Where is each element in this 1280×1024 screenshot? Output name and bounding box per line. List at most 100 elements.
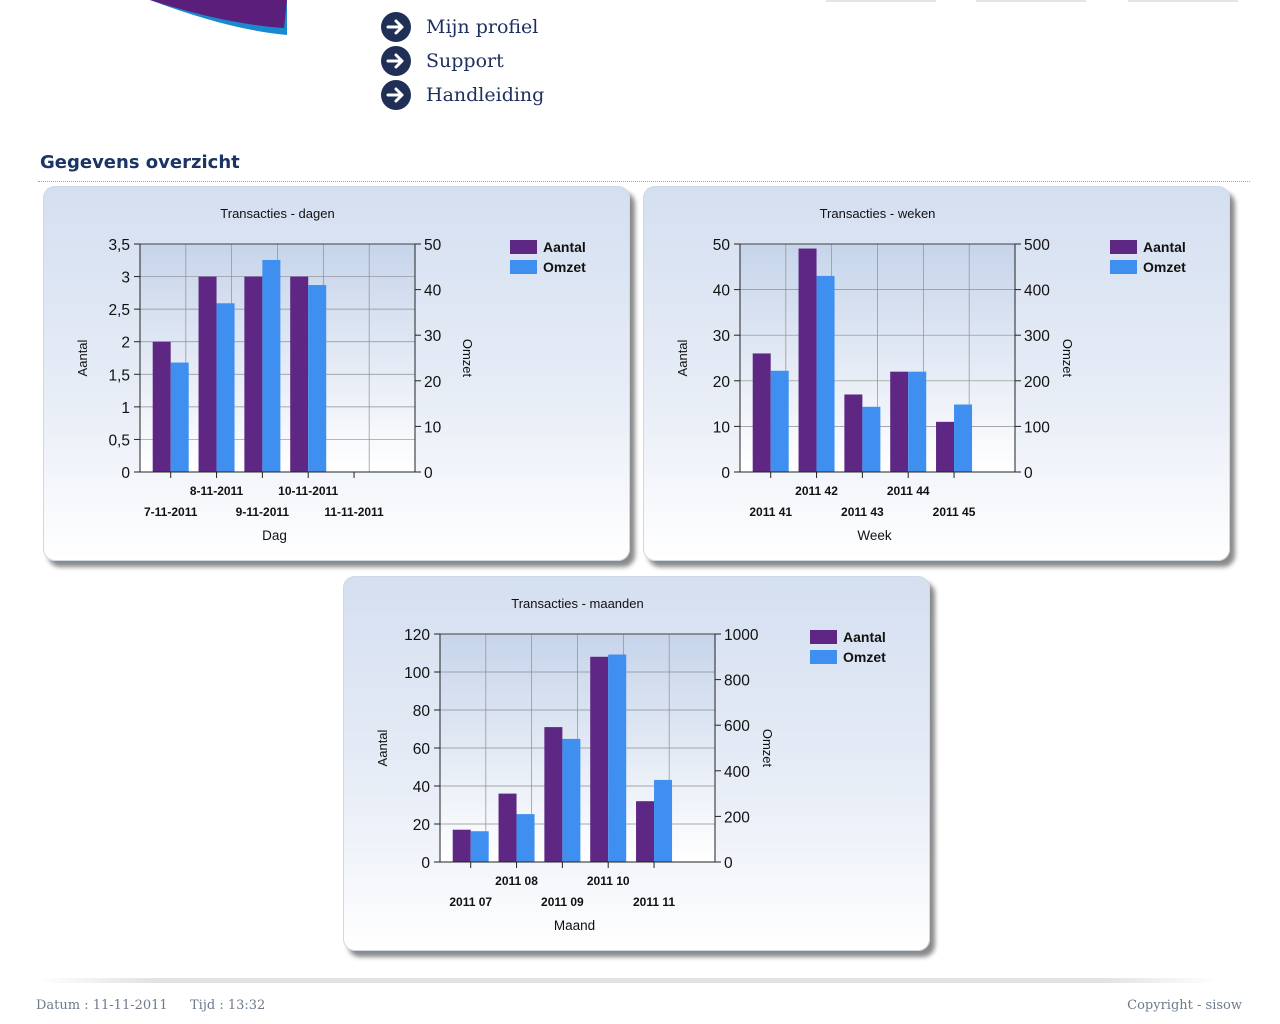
footer-datum: Datum : 11-11-2011	[36, 998, 168, 1013]
y-tick-label: 30	[713, 328, 731, 345]
x-tick-label: 2011 08	[495, 874, 538, 888]
bar-omzet	[654, 779, 673, 862]
y2-tick-label: 600	[724, 718, 750, 735]
bar-omzet	[170, 362, 189, 472]
x-tick-label: 2011 07	[449, 895, 492, 909]
legend-label-aantal: Aantal	[543, 239, 586, 255]
bar-omzet	[470, 831, 489, 862]
legend-swatch-aantal	[510, 240, 537, 254]
y-tick-label: 1	[121, 400, 130, 417]
bar-aantal	[844, 394, 863, 472]
x-tick-label: 2011 41	[749, 505, 792, 519]
bar-omzet	[216, 303, 235, 472]
footer-copyright: Copyright - sisow	[1127, 998, 1242, 1013]
y-tick-label: 120	[404, 627, 430, 644]
bar-aantal	[244, 276, 263, 472]
x-axis-label: Dag	[262, 528, 287, 543]
x-tick-label: 9-11-2011	[236, 505, 290, 519]
y-tick-label: 100	[404, 665, 430, 682]
y-tick-label: 80	[413, 703, 431, 720]
y2-tick-label: 0	[424, 465, 433, 482]
nav-label: Mijn profiel	[426, 16, 539, 38]
y-axis-label: Aantal	[675, 339, 690, 376]
bar-omzet	[770, 370, 789, 472]
x-axis-label: Maand	[554, 918, 595, 933]
chart-title: Transacties - weken	[820, 206, 936, 221]
y2-tick-label: 30	[424, 328, 442, 345]
y-axis-label: Aantal	[375, 729, 390, 766]
bar-omzet	[954, 404, 973, 472]
bar-aantal	[636, 801, 655, 862]
y-tick-label: 40	[713, 283, 731, 300]
y2-tick-label: 10	[424, 419, 442, 436]
logo	[0, 0, 300, 40]
legend-swatch-aantal	[810, 630, 837, 644]
arrow-right-icon	[381, 46, 411, 76]
arrow-right-icon	[381, 12, 411, 42]
y2-axis-label: Omzet	[760, 729, 775, 768]
x-axis-label: Week	[857, 528, 892, 543]
legend-label-omzet: Omzet	[843, 649, 886, 665]
y-tick-label: 50	[713, 237, 731, 254]
legend-label-omzet: Omzet	[1143, 259, 1186, 275]
x-tick-label: 2011 45	[933, 505, 976, 519]
y2-tick-label: 500	[1024, 237, 1050, 254]
y-tick-label: 3,5	[108, 237, 130, 254]
title-divider	[38, 181, 1250, 182]
bar-omzet	[562, 738, 581, 862]
y-tick-label: 2,5	[108, 302, 130, 319]
bar-omzet	[908, 371, 927, 472]
y2-tick-label: 40	[424, 283, 442, 300]
nav-item-handleiding[interactable]: Handleiding	[380, 78, 544, 112]
bar-omzet	[308, 285, 327, 472]
bar-aantal	[590, 656, 609, 862]
legend-label-aantal: Aantal	[843, 629, 886, 645]
y2-tick-label: 300	[1024, 328, 1050, 345]
legend-swatch-omzet	[810, 650, 837, 664]
footer-divider	[36, 978, 1220, 983]
bar-aantal	[290, 276, 309, 472]
y2-tick-label: 1000	[724, 627, 759, 644]
bar-aantal	[544, 727, 563, 862]
y2-tick-label: 400	[724, 764, 750, 781]
x-tick-label: 2011 10	[587, 874, 630, 888]
chart-title: Transacties - dagen	[220, 206, 334, 221]
legend-swatch-aantal	[1110, 240, 1137, 254]
bar-omzet	[516, 814, 535, 862]
y-tick-label: 0,5	[108, 432, 130, 449]
nav-item-support[interactable]: Support	[380, 44, 544, 78]
y2-tick-label: 50	[424, 237, 442, 254]
bar-aantal	[936, 421, 955, 472]
bar-aantal	[198, 276, 217, 472]
bar-aantal	[752, 353, 771, 472]
footer-tijd: Tijd : 13:32	[190, 998, 266, 1013]
nav-item-mijn-profiel[interactable]: Mijn profiel	[380, 10, 544, 44]
chart-svg: Transacties - dagen 0 0,5 1 1,5 2 2,5 3 3,5 0 10 20…	[75, 206, 586, 543]
legend-swatch-omzet	[510, 260, 537, 274]
chart-svg: Transacties - weken010203040500100200300…	[675, 206, 1186, 543]
bar-omzet	[608, 654, 627, 862]
nav-label: Handleiding	[426, 84, 545, 106]
y-tick-label: 20	[713, 374, 731, 391]
nav-menu: Mijn profiel Support Handleiding	[380, 10, 544, 112]
y-tick-label: 10	[713, 419, 731, 436]
legend-label-aantal: Aantal	[1143, 239, 1186, 255]
x-tick-label: 2011 11	[633, 895, 675, 909]
bar-aantal	[452, 829, 471, 862]
bar-omzet	[262, 259, 281, 472]
y-tick-label: 0	[421, 855, 430, 872]
y2-tick-label: 100	[1024, 419, 1050, 436]
legend-label-omzet: Omzet	[543, 259, 586, 275]
arrow-right-icon	[381, 80, 411, 110]
chart-title: Transacties - maanden	[511, 596, 643, 611]
bar-aantal	[890, 371, 909, 472]
bar-aantal	[498, 793, 517, 862]
y2-axis-label: Omzet	[1060, 339, 1075, 378]
chart-svg: Transacties - maanden 0 20 40 60 80 100 120 0 200…	[375, 596, 886, 933]
page-title: Gegevens overzicht	[40, 152, 240, 173]
y-tick-label: 0	[721, 465, 730, 482]
x-tick-label: 2011 43	[841, 505, 884, 519]
x-tick-label: 7-11-2011	[144, 505, 198, 519]
x-tick-label: 2011 09	[541, 895, 584, 909]
x-tick-label: 2011 44	[887, 484, 930, 498]
